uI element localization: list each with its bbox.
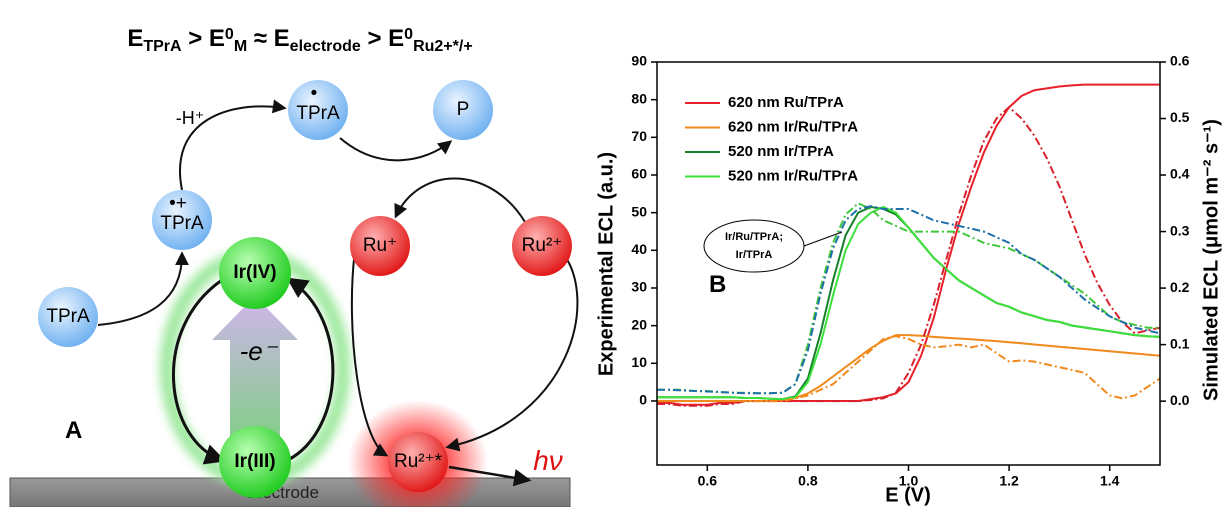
node-label: Ir(III) bbox=[234, 451, 275, 472]
equation-part: > E bbox=[182, 25, 225, 52]
panel-label: B bbox=[709, 271, 726, 298]
x-tick-label: 0.6 bbox=[698, 473, 718, 489]
panel-b: 0.6 0.8 1.0 1.2 1.4 0 10 20 30 40 50 60 70 80 90 0.0 0.1… bbox=[595, 53, 1222, 507]
y-tick-label: 60 bbox=[631, 166, 647, 182]
y2-tick-label: 0.2 bbox=[1170, 279, 1190, 295]
arrows bbox=[97, 99, 579, 487]
node-label: Ru⁺ bbox=[363, 235, 397, 256]
experimental-line bbox=[657, 205, 1161, 401]
panel-label: A bbox=[65, 417, 82, 444]
panel-a: ETPrA > E0M ≈ Eelectrode > E0Ru2+*/+ Ele… bbox=[9, 25, 579, 512]
node bbox=[219, 426, 291, 498]
equation-part: 0 bbox=[404, 26, 413, 43]
legend-label: 520 nm Ir/Ru/TPrA bbox=[728, 167, 858, 184]
node bbox=[288, 80, 348, 140]
y2-tick-label: 0.3 bbox=[1170, 222, 1190, 238]
equation: ETPrA > E0M ≈ Eelectrode > E0Ru2+*/+ bbox=[127, 25, 472, 55]
y-tick-label: 30 bbox=[631, 279, 647, 295]
x-tick-label: 1.2 bbox=[999, 473, 1019, 489]
experimental-line bbox=[657, 334, 1161, 402]
equation-part: electrode bbox=[290, 38, 361, 55]
node-label: Ru²⁺* bbox=[394, 451, 443, 472]
plot-frame bbox=[656, 61, 1161, 466]
simulated-line bbox=[657, 205, 1161, 395]
annotation: Ir/TPrA bbox=[736, 249, 773, 261]
node bbox=[38, 287, 98, 347]
y2-tick-label: 0.0 bbox=[1170, 392, 1190, 408]
y-tick-label: 70 bbox=[631, 128, 647, 144]
y-tick-label: 0 bbox=[639, 392, 647, 408]
y-tick-label: 10 bbox=[631, 354, 647, 370]
node-mark: •+ bbox=[169, 193, 187, 214]
annotation: Ir/Ru/TPrA; bbox=[725, 231, 783, 243]
legend-label: 520 nm Ir/TPrA bbox=[728, 143, 834, 160]
equation-part: 0 bbox=[225, 26, 234, 43]
oxidation-label: -e⁻ bbox=[240, 336, 279, 366]
y2-tick-label: 0.6 bbox=[1170, 53, 1190, 69]
node-label: Ru²⁺ bbox=[522, 235, 563, 256]
legend-label: 620 nm Ru/TPrA bbox=[728, 94, 844, 111]
equation-part: TPrA bbox=[143, 38, 182, 55]
equation-part: ≈ E bbox=[247, 25, 290, 52]
x-tick-label: 0.8 bbox=[798, 473, 818, 489]
y2-tick-label: 0.5 bbox=[1170, 109, 1190, 125]
deprotonation-label: -H⁺ bbox=[176, 108, 205, 128]
node-label: Ir(IV) bbox=[233, 262, 276, 283]
node bbox=[152, 190, 212, 250]
node bbox=[512, 216, 572, 276]
equation-part: E bbox=[127, 25, 143, 52]
node bbox=[433, 80, 493, 140]
x-tick-label: 1.0 bbox=[899, 473, 919, 489]
annotation-bubble bbox=[703, 219, 805, 273]
legend-label: 620 nm Ir/Ru/TPrA bbox=[728, 118, 858, 135]
x-axis-title: E (V) bbox=[885, 484, 931, 506]
equation-part: M bbox=[234, 38, 247, 55]
node-mark: • bbox=[311, 83, 318, 104]
oxidation-arrow bbox=[212, 296, 298, 478]
node-label: TPrA bbox=[160, 213, 204, 234]
x-tick-label: 1.4 bbox=[1100, 473, 1120, 489]
node bbox=[350, 216, 410, 276]
annotation-pointer bbox=[803, 231, 843, 247]
y-tick-label: 90 bbox=[631, 53, 647, 69]
emission-label: hν bbox=[533, 445, 563, 476]
y-tick-label: 50 bbox=[631, 203, 647, 219]
node bbox=[388, 432, 448, 492]
node-label: TPrA bbox=[296, 103, 340, 124]
y2-axis-title: Simulated ECL (μmol m⁻² s⁻¹) bbox=[1200, 119, 1222, 401]
equation-part: > E bbox=[361, 25, 404, 52]
simulated-line bbox=[657, 335, 1161, 403]
y-tick-label: 40 bbox=[631, 241, 647, 257]
y-axis-title: Experimental ECL (a.u.) bbox=[595, 152, 617, 376]
node-label: TPrA bbox=[46, 306, 90, 327]
y-tick-label: 80 bbox=[631, 90, 647, 106]
y-tick-label: 20 bbox=[631, 316, 647, 332]
node-label: P bbox=[457, 99, 470, 120]
y2-tick-label: 0.4 bbox=[1170, 166, 1190, 182]
node bbox=[219, 237, 291, 309]
equation-part: Ru2+*/+ bbox=[413, 38, 473, 55]
y2-tick-label: 0.1 bbox=[1170, 335, 1190, 351]
